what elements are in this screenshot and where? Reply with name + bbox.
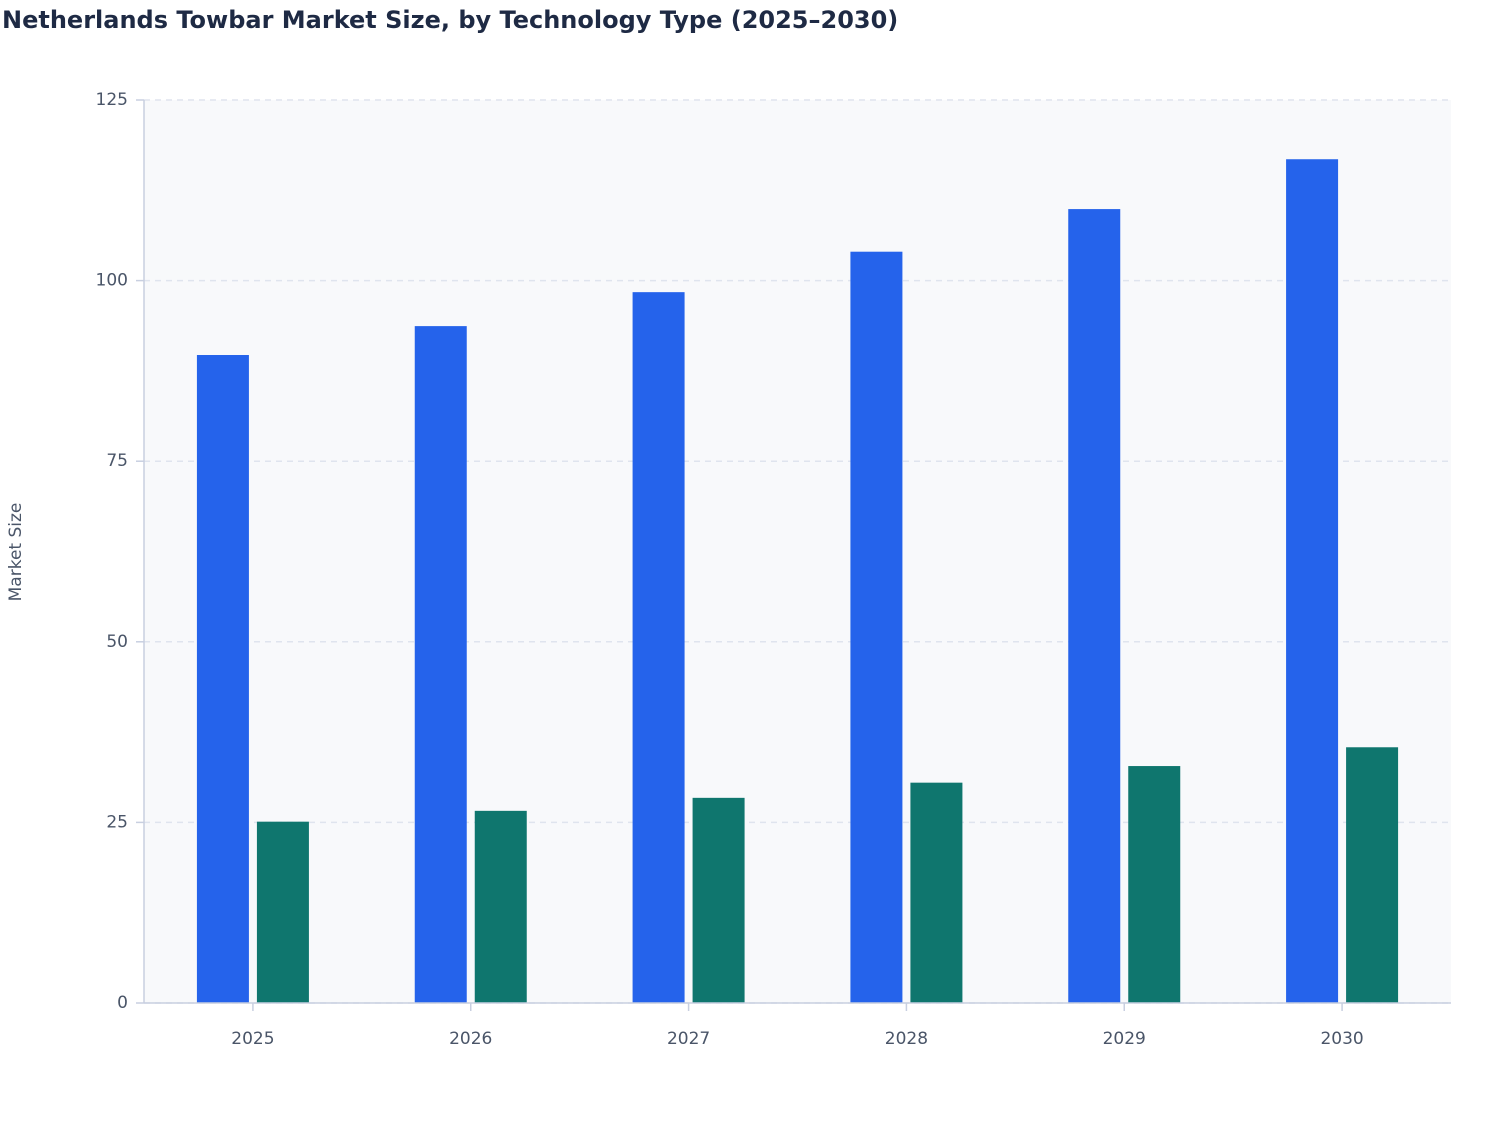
y-tick-label: 0 <box>117 993 128 1013</box>
bar <box>1128 766 1181 1003</box>
bar <box>1286 159 1339 1003</box>
x-tick-label: 2030 <box>1320 1029 1363 1049</box>
y-tick-label: 125 <box>96 90 128 110</box>
bars <box>196 159 1399 1004</box>
bar <box>1068 209 1121 1003</box>
bar <box>1346 747 1399 1003</box>
y-tick-label: 100 <box>96 271 128 291</box>
x-tick-label: 2026 <box>449 1029 492 1049</box>
x-tick-label: 2028 <box>885 1029 928 1049</box>
bar <box>256 821 309 1003</box>
y-tick-label: 75 <box>106 451 128 471</box>
bar <box>910 782 963 1003</box>
x-tick-label: 2027 <box>667 1029 710 1049</box>
chart-title: Netherlands Towbar Market Size, by Techn… <box>2 6 898 34</box>
bar <box>632 292 685 1003</box>
bar <box>850 251 903 1004</box>
x-tick-label: 2025 <box>231 1029 274 1049</box>
bar <box>474 810 527 1003</box>
y-tick-label: 50 <box>106 632 128 652</box>
y-tick-label: 25 <box>106 812 128 832</box>
y-axis-label: Market Size <box>6 503 26 602</box>
bar <box>692 797 745 1003</box>
bar <box>414 326 467 1003</box>
bar <box>196 355 249 1003</box>
x-tick-label: 2029 <box>1103 1029 1146 1049</box>
plot-background <box>144 100 1451 1003</box>
